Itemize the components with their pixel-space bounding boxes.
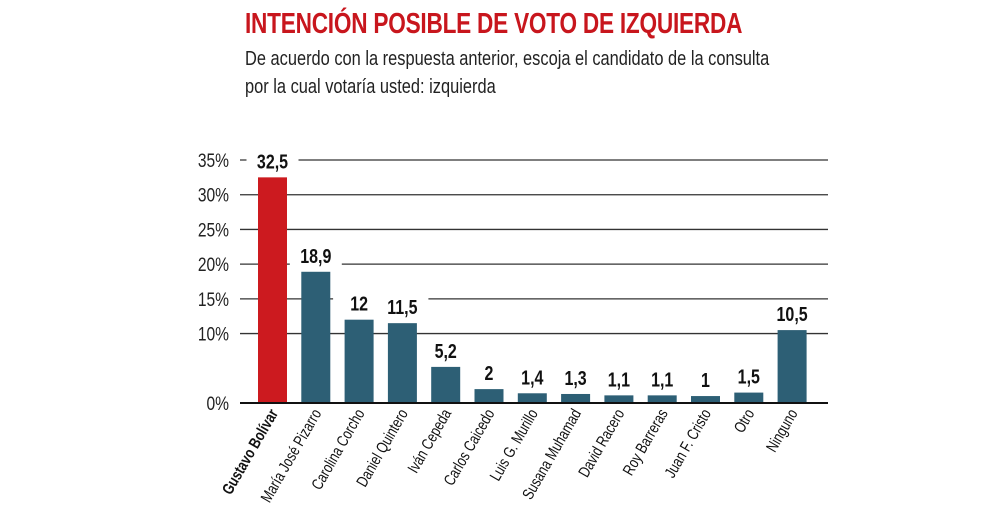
- chart-title: INTENCIÓN POSIBLE DE VOTO DE IZQUIERDA: [245, 8, 743, 40]
- value-label: 2: [485, 362, 494, 384]
- y-tick-label: 25%: [198, 219, 229, 241]
- bar: [301, 271, 331, 403]
- value-label-background: [766, 300, 819, 325]
- y-tick-label: 0%: [206, 393, 229, 415]
- y-tick-label: 30%: [198, 184, 229, 206]
- value-label: 1,4: [521, 367, 543, 389]
- bar: [474, 389, 504, 403]
- value-label: 5,2: [435, 340, 457, 362]
- y-tick-label: 10%: [198, 323, 229, 345]
- value-label: 18,9: [300, 245, 331, 267]
- value-label: 11,5: [387, 296, 417, 318]
- chart-subtitle-line-2: por la cual votaría usted: izquierda: [245, 76, 496, 98]
- value-label: 1: [701, 369, 710, 391]
- value-label: 32,5: [257, 151, 288, 173]
- y-tick-label: 15%: [198, 288, 229, 310]
- value-label-background: [419, 336, 472, 361]
- value-label-background: [246, 147, 299, 172]
- bar: [517, 393, 547, 403]
- bar: [431, 366, 461, 403]
- category-label: Otro: [731, 406, 759, 436]
- bar: [387, 323, 417, 403]
- bar: [561, 393, 591, 403]
- category-label: Ninguno: [763, 406, 802, 455]
- chart-subtitle-line-1: De acuerdo con la respuesta anterior, es…: [245, 48, 770, 70]
- value-label-background: [722, 362, 775, 387]
- value-label: 12: [350, 293, 368, 315]
- value-label: 1,3: [564, 367, 586, 389]
- bar: [258, 177, 287, 403]
- value-label: 10,5: [777, 303, 808, 325]
- value-label: 1,5: [738, 366, 760, 388]
- bar: [604, 395, 634, 403]
- bar: [691, 396, 720, 403]
- value-label-background: [289, 241, 342, 266]
- bar: [777, 330, 807, 403]
- bar: [734, 392, 764, 403]
- value-label: 1,1: [608, 369, 630, 391]
- bar: [344, 319, 374, 403]
- bar: [647, 395, 677, 403]
- value-label: 1,1: [651, 369, 673, 391]
- y-tick-label: 20%: [198, 254, 229, 276]
- value-label-background: [376, 293, 429, 318]
- y-tick-label: 35%: [198, 150, 229, 172]
